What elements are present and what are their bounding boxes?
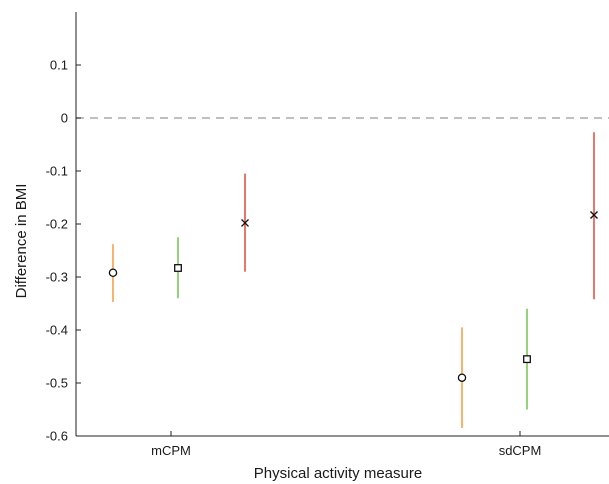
point-marker: [108, 268, 118, 278]
x-tick-label: mCPM: [151, 443, 191, 458]
y-tick-label: -0.5: [46, 376, 68, 391]
y-tick-label: -0.4: [46, 323, 68, 338]
point-marker: [174, 264, 182, 272]
y-axis-title: Difference in BMI: [13, 184, 30, 299]
point-marker: [241, 218, 249, 227]
y-tick-label: -0.2: [46, 217, 68, 232]
y-tick-label: 0: [61, 111, 68, 126]
x-axis-title: Physical activity measure: [254, 465, 422, 482]
y-tick-label: -0.1: [46, 164, 68, 179]
point-marker: [523, 355, 531, 364]
x-tick-label: sdCPM: [499, 443, 542, 458]
point-marker: [590, 210, 598, 219]
y-tick-label: 0.1: [50, 58, 68, 73]
axes: 0.1 0 -0.1 -0.2 -0.3 -0.4 -0.5 -0.6 mCPM sdCPM: [46, 12, 609, 458]
y-tick-label: -0.3: [46, 270, 68, 285]
point-marker: [457, 373, 467, 382]
y-tick-label: -0.6: [46, 429, 68, 444]
plot-area: [76, 117, 609, 429]
